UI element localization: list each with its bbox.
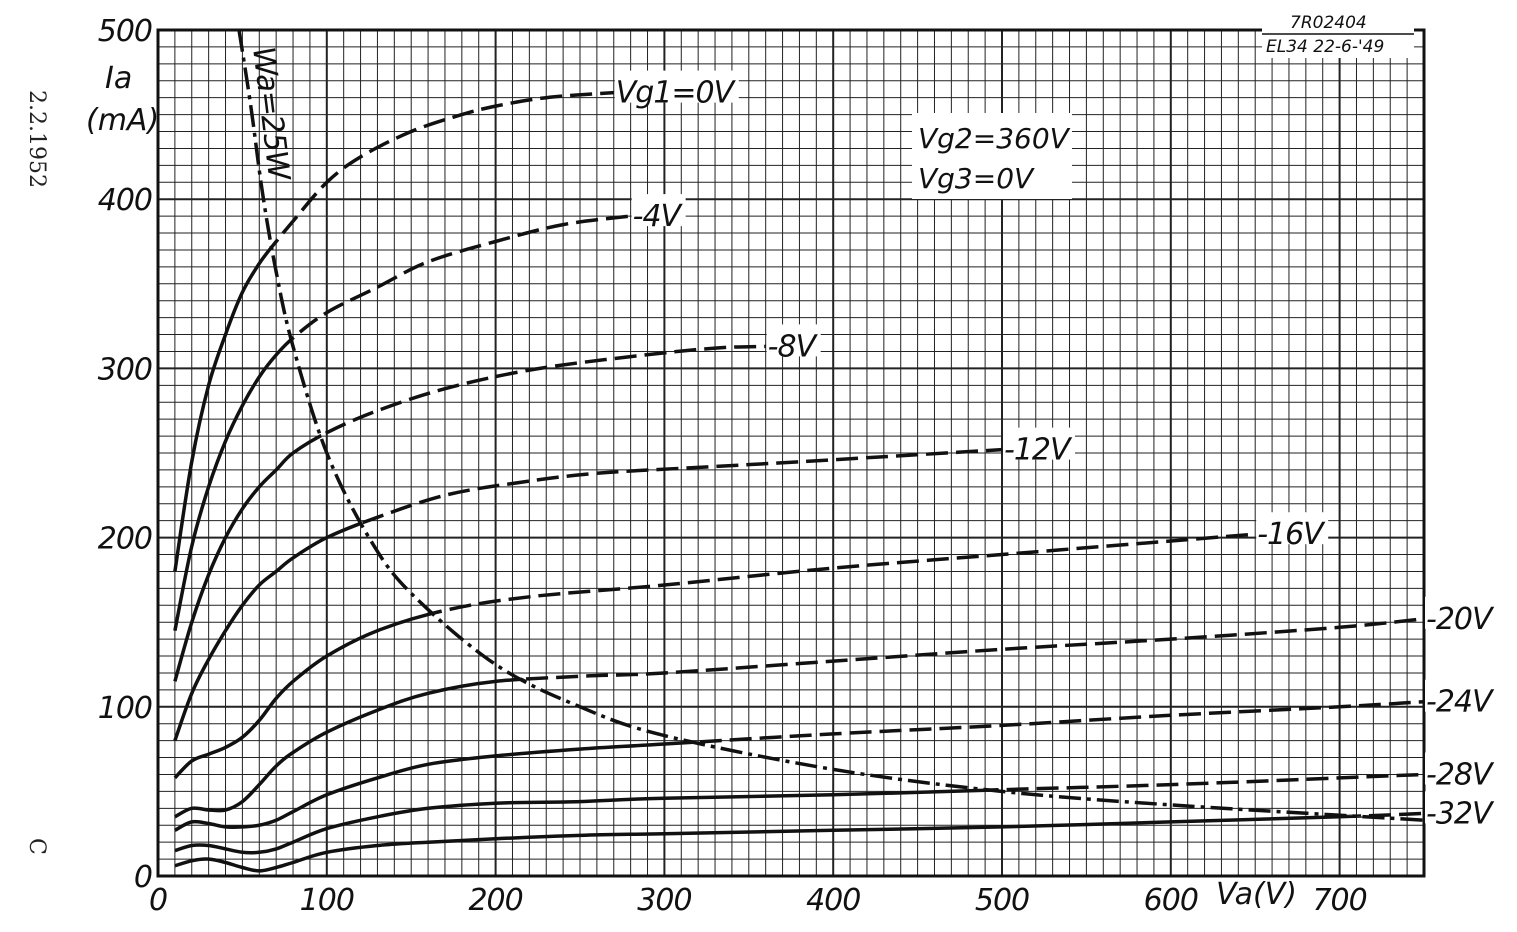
- series-dashed: [239, 90, 614, 572]
- x-tick-label: 100: [300, 883, 354, 918]
- y-tick-label: 100: [98, 691, 152, 726]
- stamp: 7R02404 EL34 22-6-'49: [1262, 10, 1414, 58]
- curve-label: -32V: [1426, 796, 1495, 831]
- tick-labels: 0 100 200 300 400 500 600 700 0 100 200 300 400 500: [98, 14, 1368, 918]
- x-tick-label: 600: [1144, 883, 1198, 918]
- curve-label: -20V: [1426, 602, 1495, 637]
- margin-date: 2.2.1952: [24, 90, 49, 188]
- x-tick-label: 200: [468, 883, 522, 918]
- vg2-label: Vg2=360V: [918, 122, 1071, 155]
- power-curve: [237, 30, 1424, 822]
- curve-label-bg: [766, 324, 821, 357]
- series-curve: [174, 699, 1424, 832]
- params-box: Vg2=360V Vg3=0V: [912, 113, 1072, 199]
- curve-label-bg: [1425, 596, 1497, 629]
- x-tick-label: 700: [1312, 883, 1366, 918]
- series-curve: [173, 90, 614, 572]
- curve-label: -24V: [1426, 685, 1495, 720]
- curve-label-bg: [1256, 512, 1329, 545]
- plot-frame: [156, 28, 1426, 878]
- series-solid: [174, 811, 1424, 873]
- curve-labels: Vg1=0V-4V-8V-12V-16V-20V-24V-28V-32VWa=2…: [245, 45, 1497, 831]
- curve-label: -8V: [768, 329, 819, 364]
- series-curve: [173, 447, 1003, 742]
- grid: [156, 28, 1426, 878]
- series-curve: [173, 344, 766, 682]
- y-tick-label: 300: [98, 352, 152, 387]
- y-tick-label: 500: [98, 14, 152, 49]
- x-tick-label: 400: [806, 883, 860, 918]
- curve-label-bg: [1425, 791, 1497, 824]
- y-tick-label: 0: [134, 860, 152, 895]
- curve-label-bg: [1425, 679, 1497, 712]
- curve-label-bg: [1425, 752, 1497, 785]
- y-axis-title: Ia: [105, 61, 132, 96]
- curve-label: -28V: [1426, 757, 1495, 792]
- curves: [173, 30, 1424, 873]
- x-tick-label: 300: [637, 883, 691, 918]
- vg3-label: Vg3=0V: [918, 162, 1035, 195]
- curve-label-bg: [1003, 427, 1075, 460]
- series-curve: [174, 772, 1424, 855]
- series-dashed: [239, 699, 1424, 821]
- y-tick-label: 200: [98, 522, 152, 557]
- x-tick-label: 500: [975, 883, 1029, 918]
- y-tick-label: 400: [98, 183, 152, 218]
- curve-label-bg: [631, 194, 686, 227]
- stamp-code: 7R02404: [1290, 13, 1367, 33]
- margin-mark: C: [24, 838, 49, 855]
- y-axis-unit: (mA): [86, 103, 159, 138]
- curve-label: -4V: [633, 199, 684, 234]
- stamp-ref: EL34 22-6-'49: [1266, 37, 1384, 57]
- x-axis-title: Va(V): [1216, 877, 1297, 912]
- curve-label: Vg1=0V: [616, 76, 737, 111]
- x-tick-label: 0: [149, 883, 167, 918]
- series-curve: [174, 811, 1424, 873]
- series-dashed: [239, 617, 1424, 819]
- curve-label-bg: [614, 70, 739, 103]
- series-curve: [173, 532, 1256, 780]
- curve-label: -12V: [1004, 433, 1073, 468]
- series-curve: [174, 617, 1424, 819]
- curve-label: -16V: [1257, 517, 1326, 552]
- series-curve: [173, 214, 631, 632]
